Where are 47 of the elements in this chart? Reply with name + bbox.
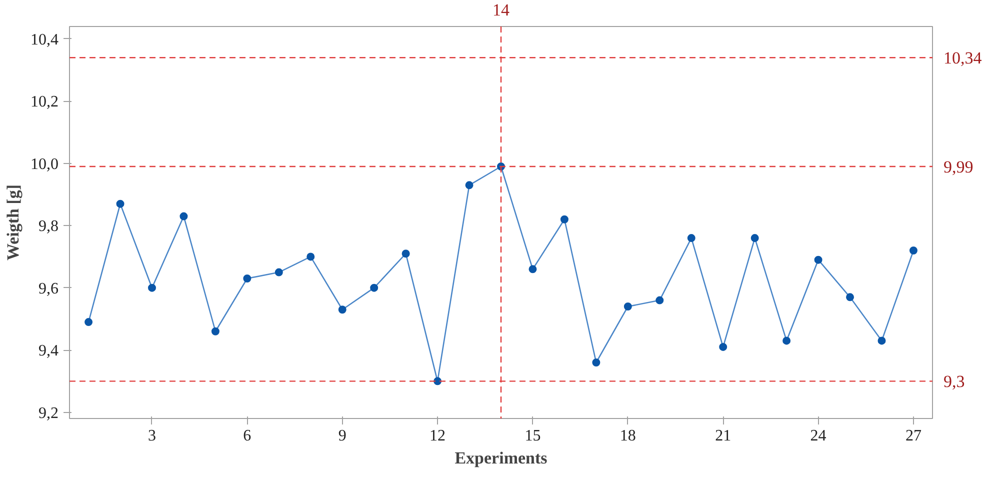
point	[719, 342, 728, 351]
y-tick-label: 9,4	[38, 342, 58, 360]
point	[750, 234, 759, 242]
point	[878, 336, 886, 345]
y-tick-label: 10,2	[30, 94, 58, 111]
point	[814, 256, 822, 264]
x-tick-label: 3	[148, 428, 156, 444]
point	[624, 302, 632, 310]
x-tick-label: 6	[243, 428, 252, 444]
point	[338, 306, 346, 314]
point	[116, 200, 124, 208]
point	[528, 265, 537, 274]
y-tick-label: 9,8	[38, 218, 58, 236]
x-tick-label: 15	[524, 428, 541, 444]
point	[402, 250, 410, 258]
x-tick-label: 27	[905, 428, 922, 444]
point	[274, 268, 283, 276]
y-tick-label: 9,2	[38, 404, 58, 422]
point	[592, 358, 600, 366]
ref-line-label: 14	[492, 0, 510, 20]
y-axis-title: Weigth [g]	[4, 184, 22, 261]
x-tick-label: 18	[620, 428, 636, 444]
point	[465, 181, 474, 190]
point	[687, 234, 696, 242]
y-tick-label: 9,6	[38, 280, 58, 298]
point	[560, 215, 568, 224]
y-tick-label: 10,0	[30, 156, 58, 173]
point	[180, 212, 188, 220]
point	[782, 336, 791, 345]
point	[84, 318, 93, 326]
y-tick-label: 10,4	[30, 31, 58, 48]
point	[243, 274, 252, 282]
x-axis-title: Experiments	[454, 448, 548, 468]
x-tick-label: 9	[338, 428, 346, 444]
point	[656, 296, 664, 304]
x-tick-label: 24	[810, 428, 826, 444]
x-tick-label: 12	[430, 428, 446, 444]
ref-line-label: 9,99	[944, 158, 974, 176]
point	[211, 327, 220, 336]
x-tick-label: 21	[715, 428, 732, 444]
ref-line-label: 9,3	[944, 372, 965, 392]
point	[846, 293, 854, 302]
point	[148, 284, 156, 292]
point	[306, 252, 315, 261]
ref-line-label: 10,34	[944, 48, 982, 68]
point	[909, 246, 918, 254]
point	[370, 284, 378, 292]
